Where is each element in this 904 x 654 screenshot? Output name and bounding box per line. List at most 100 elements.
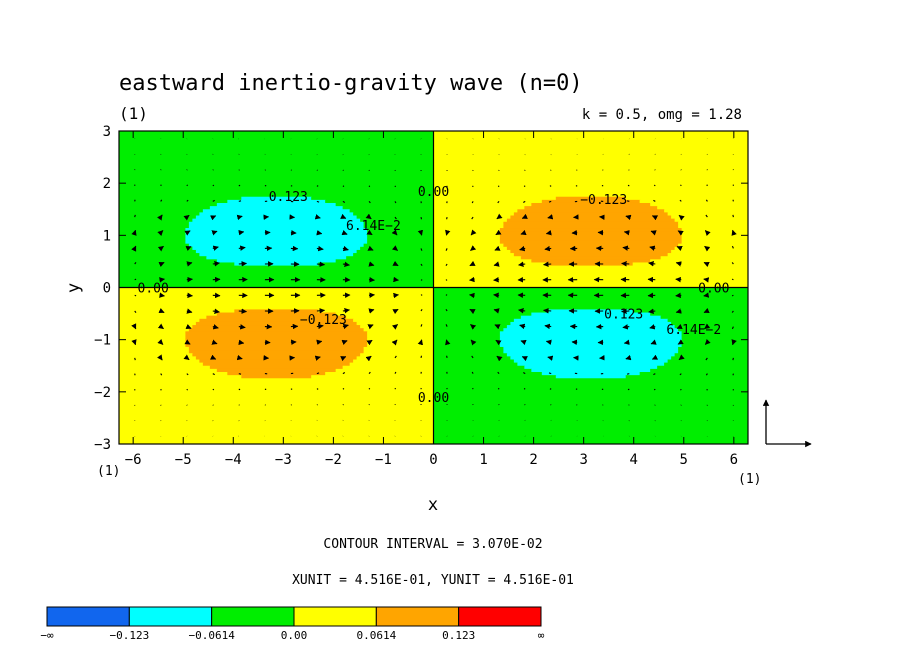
field-cell [346,256,435,260]
field-cell [555,196,627,201]
vector-arrow [212,184,215,187]
field-cell [119,321,197,326]
vector-arrow [653,388,656,391]
field-cell [363,350,435,354]
vector-arrow [341,339,348,346]
vector-arrow [184,339,191,345]
field-cell [119,425,435,429]
vector-arrow [520,339,527,346]
vector-arrow [365,355,372,362]
vector-arrow [519,323,526,330]
vector-arrow [543,261,552,267]
field-cell [433,228,501,232]
field-cell [119,309,235,314]
vector-arrow [649,245,656,251]
vector-arrow [703,307,710,314]
field-cell [499,231,683,235]
field-cell [433,346,504,351]
field-cell [185,343,368,348]
field-cell [353,359,435,364]
field-cell [657,206,748,210]
field-cell [202,209,351,213]
vector-arrow [134,357,136,361]
field-cell [503,350,679,354]
field-cell [433,177,748,182]
vector-arrow [366,339,373,346]
field-cell [119,393,435,398]
vector-arrow [471,355,474,359]
vector-arrow [368,371,371,374]
field-cell [517,209,665,213]
vector-arrow [548,372,552,375]
field-cell [664,209,748,213]
x-tick-label: 6 [730,452,738,468]
vector-arrow [160,388,162,391]
vector-arrow [211,339,218,345]
field-cell [119,415,435,420]
field-cell [188,221,365,226]
field-cell [119,281,435,285]
field-cell [227,199,326,204]
field-cell [119,265,435,270]
field-cell [503,224,679,229]
field-cell [119,409,435,414]
field-cell [674,325,748,329]
field-cell [119,149,435,154]
field-cell [119,359,200,364]
field-cell [541,372,641,376]
vector-arrow [732,357,734,361]
field-cell [119,397,435,401]
vector-arrow [445,263,448,266]
field-cell [119,143,435,148]
vector-arrow [494,324,501,330]
field-cell [367,231,435,235]
field-cell [119,271,435,276]
vector-arrow [653,373,656,376]
field-cell [119,152,435,157]
vector-arrow [524,403,526,406]
field-cell [681,237,748,242]
vector-arrow [236,214,243,221]
colorbar-swatch [46,606,130,627]
vector-arrow [493,261,500,267]
field-cell [681,343,748,348]
field-cell [119,343,186,348]
colorbar-label: −0.0614 [188,629,235,642]
field-cell [639,372,748,376]
field-cell [119,268,435,273]
vector-arrow [679,373,682,376]
field-cell [188,346,365,351]
field-cell [433,268,748,273]
x-tick-label: 3 [579,452,587,468]
vector-arrow [212,261,220,267]
vector-arrow [236,354,243,361]
vector-arrow [342,323,349,330]
field-cell [216,312,337,317]
field-cell [119,303,435,307]
vector-arrow [368,292,375,298]
field-cell [678,224,748,229]
field-cell [681,340,748,345]
field-cell [185,237,368,242]
field-cell [433,240,501,245]
vector-arrow [703,292,710,298]
field-cell [119,231,186,235]
field-cell [433,368,532,373]
field-cell [318,309,435,314]
field-cell [433,165,748,170]
vector-arrow [732,214,734,218]
vector-arrow [622,324,630,330]
vector-arrow [543,308,552,314]
field-cell [335,312,435,317]
field-cell [503,328,679,332]
vector-arrow [212,199,215,202]
vector-arrow [621,308,630,314]
vector-arrow [392,308,399,315]
vector-arrow [134,310,137,313]
field-cell [681,331,748,336]
field-cell [367,228,435,232]
vector-arrow [316,323,324,330]
vector-arrow [521,213,528,219]
field-cell [119,134,435,138]
vector-arrow [676,246,683,252]
